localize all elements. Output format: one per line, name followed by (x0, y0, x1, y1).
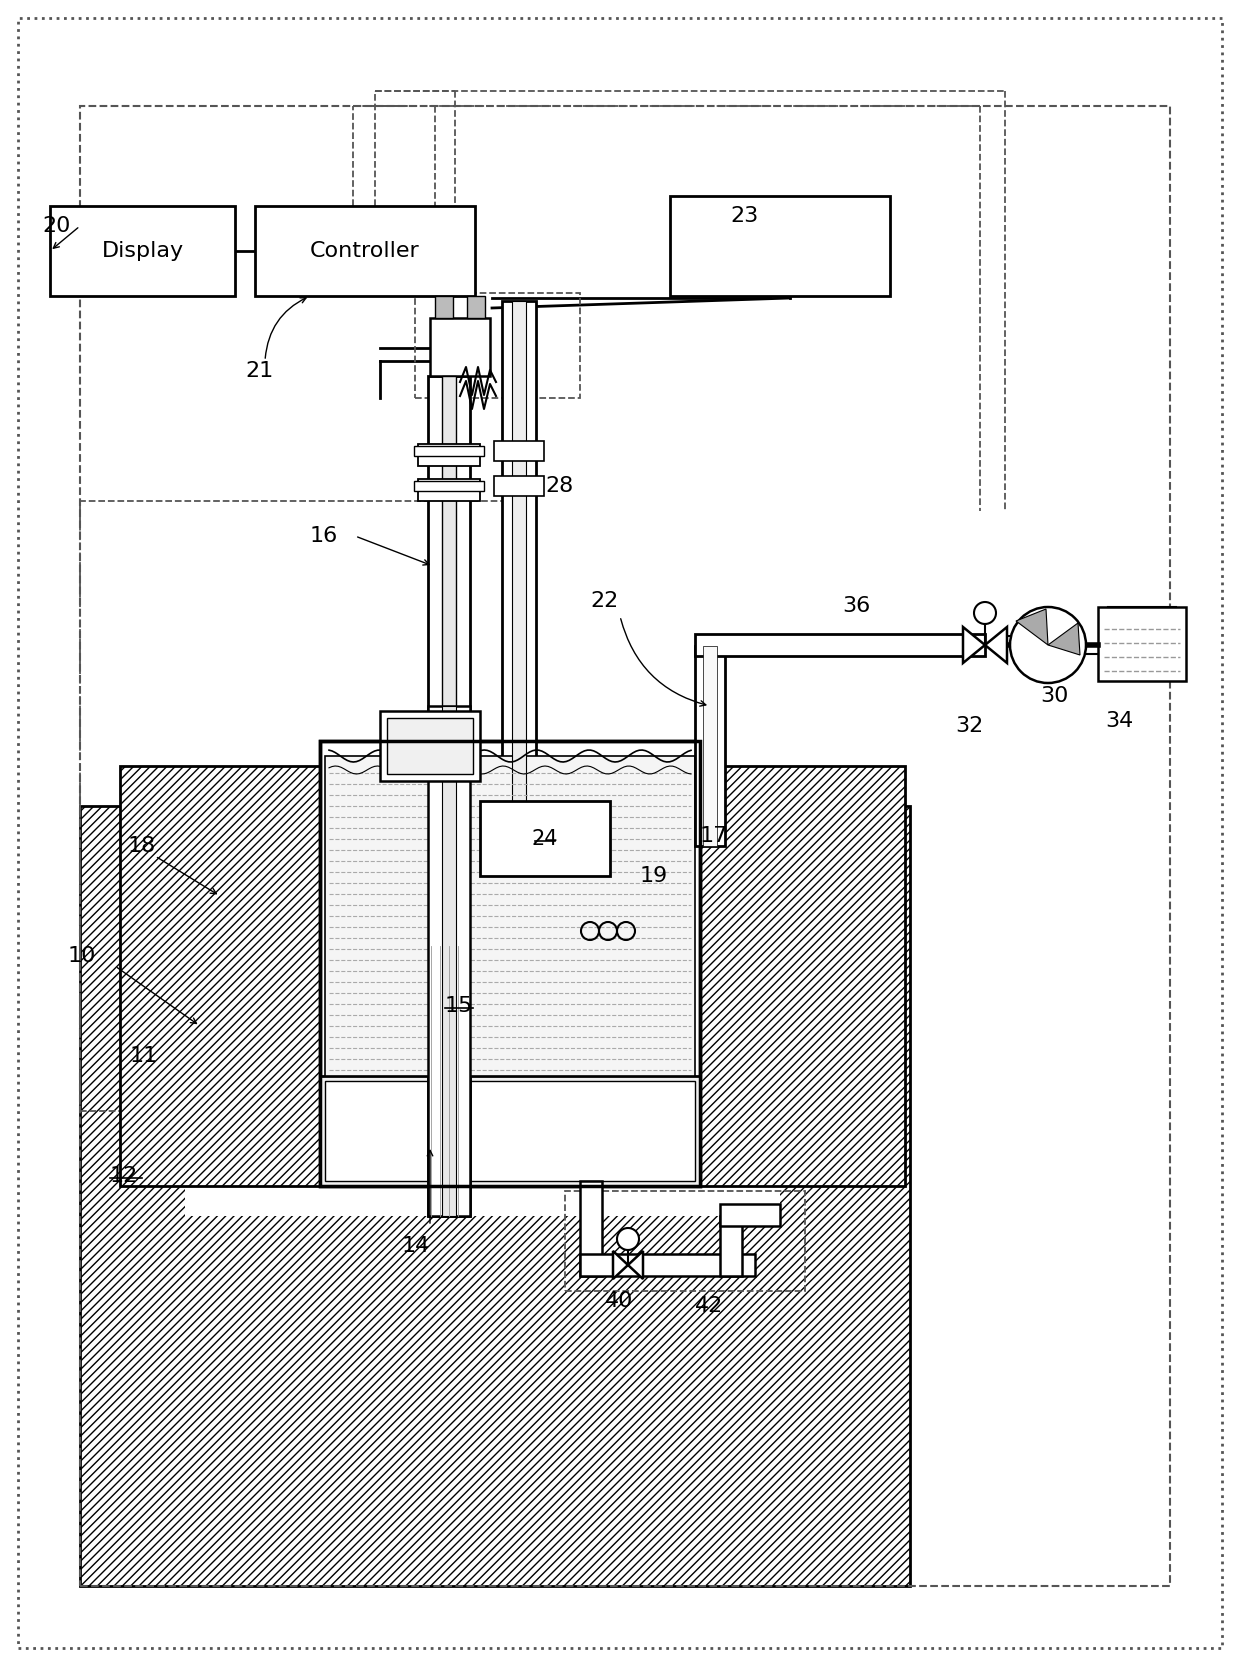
Text: 12: 12 (110, 1166, 138, 1186)
Bar (415, 293, 580, 398)
Bar (694, 635, 985, 656)
Text: 42: 42 (694, 1296, 723, 1316)
Polygon shape (1048, 623, 1080, 655)
Text: 11: 11 (130, 1046, 159, 1066)
Text: 17: 17 (701, 826, 728, 846)
Text: Display: Display (102, 242, 184, 262)
Bar (320, 741, 701, 1186)
Bar (512, 302, 526, 846)
Bar (430, 318, 490, 377)
Text: 14: 14 (402, 1236, 430, 1256)
Circle shape (973, 601, 996, 625)
Bar (81, 501, 510, 1111)
Bar (580, 1254, 755, 1276)
Text: 30: 30 (1040, 686, 1069, 706)
Polygon shape (613, 1251, 644, 1279)
Text: 10: 10 (68, 946, 97, 966)
Text: 15: 15 (445, 996, 474, 1016)
Bar (441, 706, 456, 1216)
Bar (185, 726, 780, 1186)
Text: Controller: Controller (310, 242, 420, 262)
Bar (325, 756, 694, 1076)
Circle shape (1011, 606, 1086, 683)
Bar (441, 377, 456, 1216)
Bar (81, 806, 910, 1586)
Bar (418, 445, 480, 466)
Bar (565, 1191, 805, 1291)
Bar (467, 297, 485, 318)
Text: 22: 22 (590, 591, 619, 611)
Bar (435, 297, 453, 318)
Bar (185, 1126, 780, 1216)
Bar (1097, 606, 1185, 681)
Bar (120, 766, 320, 1186)
Text: 28: 28 (546, 476, 573, 496)
Circle shape (618, 1228, 639, 1250)
Text: 21: 21 (246, 362, 273, 382)
Bar (480, 801, 610, 876)
Text: 19: 19 (640, 866, 668, 886)
Text: 24: 24 (532, 828, 558, 848)
Polygon shape (963, 626, 1007, 663)
Bar (694, 646, 725, 846)
Text: 18: 18 (128, 836, 156, 856)
Bar (325, 1081, 694, 1181)
Bar (387, 718, 472, 775)
Text: 40: 40 (605, 1291, 634, 1311)
Bar (502, 302, 536, 846)
Text: 16: 16 (310, 526, 339, 546)
Bar (414, 481, 484, 491)
Bar (428, 706, 470, 1216)
Bar (320, 1076, 701, 1186)
Bar (694, 766, 905, 1186)
Bar (494, 476, 544, 496)
Bar (255, 207, 475, 297)
Bar (50, 207, 236, 297)
Polygon shape (1016, 610, 1048, 645)
Bar (320, 741, 701, 1186)
Bar (379, 711, 480, 781)
Text: 20: 20 (42, 217, 71, 237)
Bar (720, 1205, 780, 1226)
Text: 23: 23 (730, 207, 758, 227)
Text: 36: 36 (842, 596, 870, 616)
Bar (418, 480, 480, 501)
Bar (670, 197, 890, 297)
Text: 34: 34 (1105, 711, 1133, 731)
Bar (428, 377, 470, 1216)
Bar (414, 446, 484, 456)
Bar (580, 1181, 601, 1276)
Bar (494, 441, 544, 461)
Bar (720, 1216, 742, 1276)
Text: 32: 32 (955, 716, 983, 736)
Bar (703, 646, 717, 846)
Bar (81, 107, 1171, 1586)
